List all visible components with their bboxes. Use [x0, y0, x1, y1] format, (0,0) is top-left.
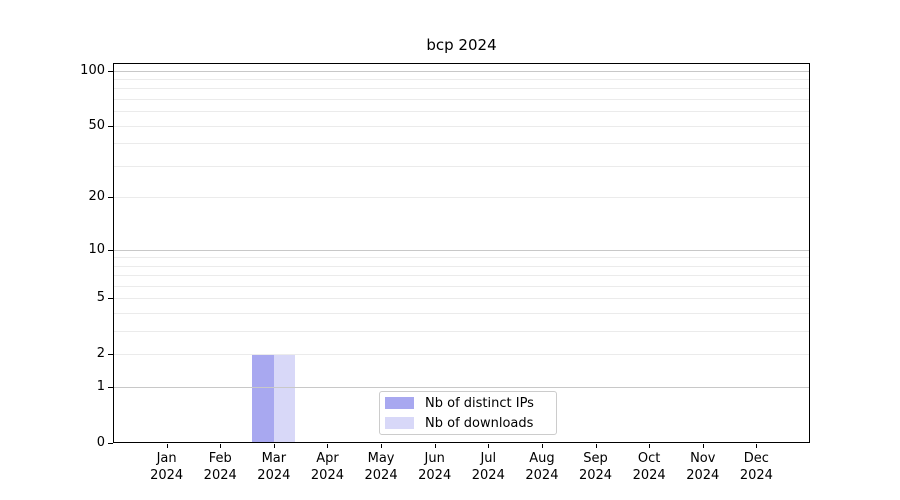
x-tick-month: Nov [690, 451, 716, 466]
bar-downloads [273, 354, 296, 443]
x-tick-label: Apr 2024 [295, 450, 359, 484]
x-tick-month: Jul [480, 451, 497, 466]
minor-gridline [113, 313, 810, 314]
x-tick-mark [488, 444, 489, 448]
y-tick-mark [108, 250, 113, 251]
minor-gridline [113, 79, 810, 80]
y-tick-mark [108, 197, 113, 198]
x-tick-label: Mar 2024 [242, 450, 306, 484]
x-tick-month: Aug [529, 451, 555, 466]
x-tick-year: 2024 [310, 468, 344, 483]
x-tick-label: Jul 2024 [456, 450, 520, 484]
x-tick-year: 2024 [578, 468, 613, 483]
x-tick-month: Dec [743, 451, 769, 466]
minor-gridline [113, 266, 810, 267]
legend-item-distinct-ips: Nb of distinct IPs [385, 396, 548, 411]
y-tick-mark [108, 298, 113, 299]
minor-gridline [113, 111, 810, 112]
minor-gridline [113, 99, 810, 100]
x-tick-mark [381, 444, 382, 448]
x-tick-mark [435, 444, 436, 448]
x-tick-label: Aug 2024 [510, 450, 574, 484]
minor-gridline [113, 143, 810, 144]
legend-label-downloads: Nb of downloads [425, 415, 534, 431]
x-tick-mark [542, 444, 543, 448]
x-tick-year: 2024 [418, 468, 452, 483]
legend-swatch-distinct-ips [385, 397, 414, 409]
x-tick-mark [703, 444, 704, 448]
minor-gridline [113, 275, 810, 276]
y-tick-label: 50 [88, 117, 105, 133]
y-tick-label: 10 [88, 241, 105, 257]
x-tick-year: 2024 [525, 468, 559, 483]
major-gridline [113, 250, 810, 251]
y-tick-label: 5 [96, 290, 105, 306]
y-tick-mark [108, 443, 113, 444]
y-tick-label: 1 [96, 379, 105, 395]
y-tick-mark [108, 387, 113, 388]
y-tick-label: 0 [96, 435, 105, 450]
x-tick-mark [220, 444, 221, 448]
x-tick-year: 2024 [203, 468, 237, 483]
x-tick-month: Jun [424, 451, 445, 466]
chart-title: bcp 2024 [426, 36, 497, 54]
bar-distinct-ips [252, 354, 274, 443]
x-tick-label: Nov 2024 [671, 450, 735, 484]
legend-label-distinct-ips: Nb of distinct IPs [425, 395, 534, 411]
minor-gridline [113, 166, 810, 167]
x-tick-label: May 2024 [349, 450, 413, 484]
x-tick-month: Apr [316, 451, 339, 466]
minor-gridline [113, 354, 810, 355]
x-tick-label: Jan 2024 [135, 450, 199, 484]
x-tick-month: Feb [208, 451, 232, 466]
x-tick-year: 2024 [364, 468, 398, 483]
minor-gridline [113, 88, 810, 89]
x-tick-label: Dec 2024 [724, 450, 788, 484]
x-tick-mark [596, 444, 597, 448]
y-tick-label: 100 [80, 62, 105, 78]
minor-gridline [113, 331, 810, 332]
y-tick-label: 2 [96, 346, 105, 362]
x-tick-year: 2024 [257, 468, 291, 483]
x-tick-label: Sep 2024 [564, 450, 628, 484]
major-gridline [113, 71, 810, 72]
x-tick-mark [274, 444, 275, 448]
x-tick-year: 2024 [632, 468, 666, 483]
minor-gridline [113, 197, 810, 198]
x-tick-label: Oct 2024 [617, 450, 681, 484]
x-tick-mark [756, 444, 757, 448]
legend-swatch-downloads [385, 417, 414, 429]
x-tick-mark [649, 444, 650, 448]
x-tick-month: Mar [261, 451, 287, 466]
minor-gridline [113, 126, 810, 127]
minor-gridline [113, 257, 810, 258]
minor-gridline [113, 298, 810, 299]
legend: Nb of distinct IPs Nb of downloads [379, 391, 557, 435]
x-tick-month: May [367, 451, 395, 466]
x-tick-label: Jun 2024 [403, 450, 467, 484]
y-tick-mark [108, 126, 113, 127]
x-tick-month: Sep [583, 451, 608, 466]
y-tick-label: 20 [88, 189, 105, 205]
minor-gridline [113, 286, 810, 287]
y-tick-mark [108, 354, 113, 355]
x-tick-label: Feb 2024 [188, 450, 252, 484]
x-tick-year: 2024 [471, 468, 505, 483]
x-tick-year: 2024 [150, 468, 184, 483]
x-tick-year: 2024 [686, 468, 720, 483]
x-tick-mark [327, 444, 328, 448]
x-tick-mark [167, 444, 168, 448]
legend-item-downloads: Nb of downloads [385, 416, 548, 431]
x-tick-month: Jan [156, 451, 177, 466]
x-tick-month: Oct [637, 451, 661, 466]
major-gridline [113, 387, 810, 388]
x-tick-year: 2024 [739, 468, 773, 483]
y-tick-mark [108, 71, 113, 72]
